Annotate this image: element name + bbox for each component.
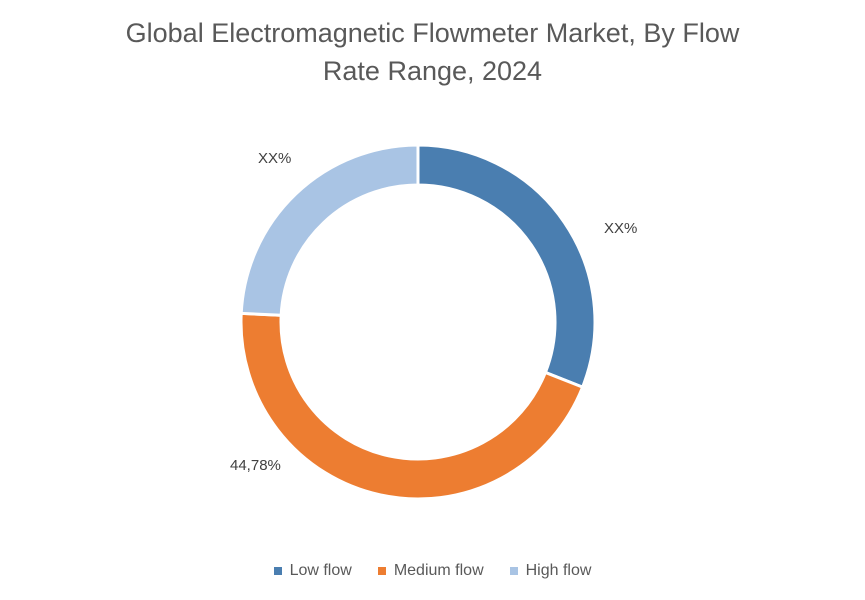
data-label-low-flow: XX% [604, 220, 638, 237]
legend-swatch-low-flow [273, 567, 282, 575]
donut-segment-low-flow [416, 143, 597, 390]
donut-segment-medium-flow [239, 311, 585, 501]
legend-label: Low flow [289, 562, 352, 579]
data-label-medium-flow: 44,78% [230, 457, 281, 474]
donut-segment-high-flow [239, 143, 420, 317]
chart-legend: Low flow Medium flow High flow [0, 562, 865, 580]
legend-item-high-flow: High flow [509, 562, 592, 580]
chart-title-line-1: Global Electromagnetic Flowmeter Market,… [125, 18, 740, 48]
legend-label: High flow [525, 562, 592, 579]
legend-label: Medium flow [393, 562, 484, 579]
data-label-high-flow: XX% [258, 150, 292, 167]
legend-swatch-medium-flow [377, 567, 386, 575]
legend-swatch-high-flow [509, 567, 518, 575]
chart-title: Global Electromagnetic Flowmeter Market,… [0, 14, 865, 90]
chart-title-line-2: Rate Range, 2024 [322, 56, 543, 86]
legend-item-medium-flow: Medium flow [377, 562, 484, 580]
donut-segments [239, 143, 597, 501]
legend-item-low-flow: Low flow [273, 562, 352, 580]
